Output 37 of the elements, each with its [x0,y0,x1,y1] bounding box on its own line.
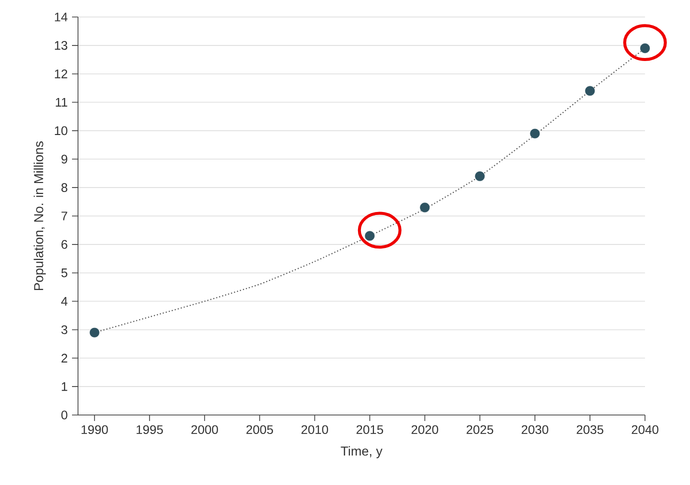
y-tick-label: 4 [61,297,68,306]
y-tick-label: 2 [62,354,68,362]
x-tick-label: 1995 [136,425,163,434]
y-tick-label: 12 [54,70,68,78]
x-axis-title: Time, y [340,446,382,458]
y-tick-label: 0 [61,410,68,420]
x-tick-label: 1990 [82,425,108,434]
x-tick-label: 2000 [191,425,218,434]
point [640,43,650,54]
y-tick-label: 13 [54,41,68,50]
point [358,212,402,249]
x-tick-label: 2010 [301,425,328,434]
point [89,327,100,338]
y-tick-label: 5 [61,268,68,278]
y-tick-label: 8 [61,183,68,192]
x-tick-label: 2025 [466,425,494,434]
point [584,86,596,96]
y-axis-title: Population, No. in Millions [34,141,46,290]
x-tick-label: 2040 [632,425,658,434]
point [474,171,485,182]
y-tick-label: 6 [62,240,68,249]
x-tick-label: 2035 [576,425,604,434]
x-tick-label: 2005 [246,425,273,434]
y-tick-label: 9 [61,154,68,164]
y-tick-label: 14 [54,12,68,22]
point [530,128,540,139]
x-tick-label: 2030 [522,425,548,434]
y-tick-label: 1 [62,382,68,391]
point [364,230,375,242]
x-tick-label: 2020 [412,425,438,434]
y-tick-label: 10 [54,126,68,136]
y-tick-label: 11 [56,98,68,107]
y-tick-label: 7 [62,212,68,220]
y-tick-label: 3 [61,325,68,334]
x-tick-label: 2015 [356,425,384,434]
point [623,24,667,62]
point [420,202,430,213]
